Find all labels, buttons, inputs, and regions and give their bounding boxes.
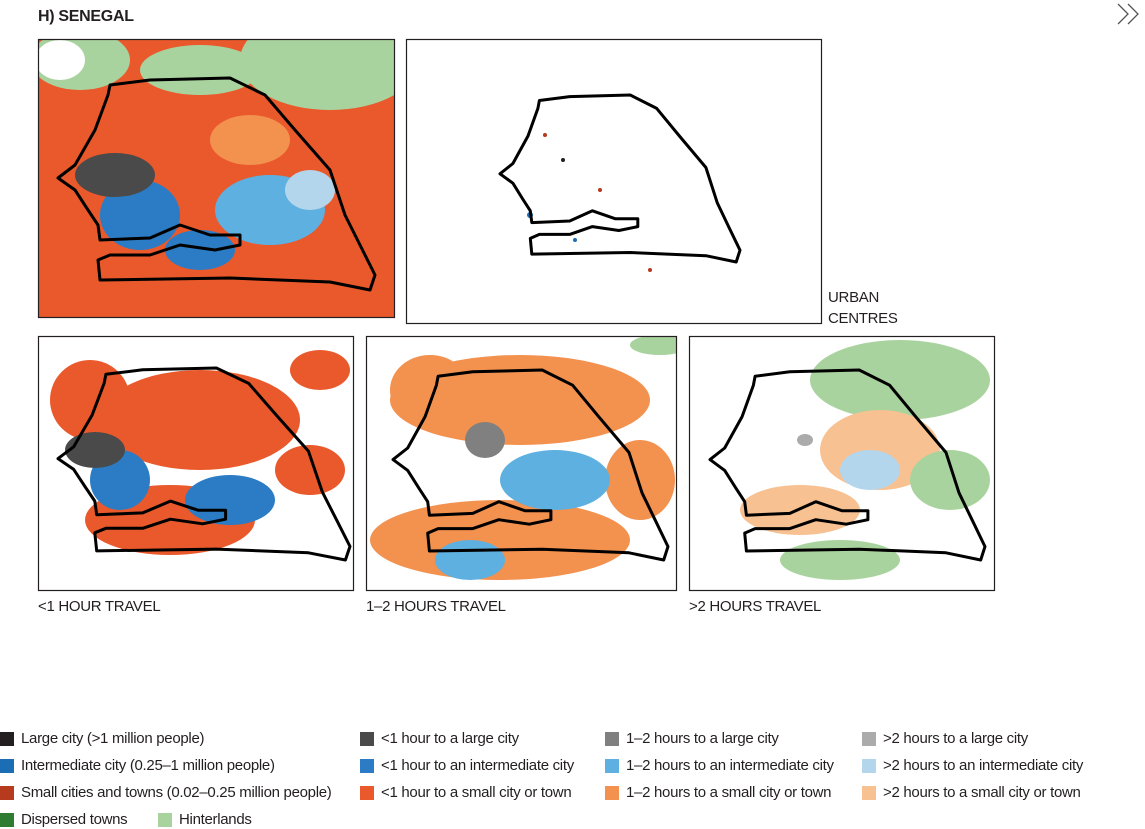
map-area bbox=[543, 133, 547, 137]
title: H) SENEGAL bbox=[38, 8, 134, 25]
map-area bbox=[810, 340, 990, 420]
map-area bbox=[500, 450, 610, 510]
map-area bbox=[100, 370, 300, 470]
legend-swatch bbox=[605, 758, 619, 773]
legend-item: Large city (>1 million people) bbox=[0, 730, 204, 747]
next-icon[interactable] bbox=[1117, 3, 1139, 25]
legend-swatch bbox=[605, 785, 619, 800]
legend-label: Intermediate city (0.25–1 million people… bbox=[21, 757, 275, 774]
chevron bbox=[1127, 3, 1139, 25]
map-area bbox=[50, 360, 130, 440]
legend-swatch bbox=[862, 758, 876, 773]
map-panel bbox=[366, 336, 677, 591]
map-area bbox=[240, 39, 395, 110]
map-area bbox=[910, 450, 990, 510]
panel-caption: >2 HOURS TRAVEL bbox=[689, 598, 822, 615]
map-panel bbox=[689, 336, 995, 591]
chevron bbox=[1117, 3, 1129, 25]
legend-label: >2 hours to a small city or town bbox=[883, 784, 1081, 801]
panel-caption: <1 HOUR TRAVEL bbox=[38, 598, 161, 615]
legend-label: Hinterlands bbox=[179, 811, 252, 828]
legend-item: 1–2 hours to a small city or town bbox=[605, 784, 832, 801]
panel-frame bbox=[37, 38, 396, 319]
panel-frame bbox=[688, 335, 996, 592]
country-outline bbox=[56, 366, 352, 562]
legend-swatch bbox=[158, 812, 172, 827]
map-area bbox=[780, 540, 900, 580]
map-area bbox=[797, 434, 813, 446]
legend-item: Hinterlands bbox=[158, 811, 252, 828]
country-outline bbox=[391, 368, 670, 562]
country-outline bbox=[56, 76, 377, 292]
legend-label: <1 hour to a small city or town bbox=[381, 784, 572, 801]
legend-label: 1–2 hours to a large city bbox=[626, 730, 779, 747]
legend-label: >2 hours to an intermediate city bbox=[883, 757, 1084, 774]
panel-frame bbox=[37, 335, 355, 592]
map-area bbox=[140, 45, 260, 95]
legend-swatch bbox=[0, 758, 14, 773]
map-panel bbox=[38, 336, 354, 591]
panel-caption: URBAN CENTRES bbox=[828, 289, 898, 327]
legend-item: 1–2 hours to an intermediate city bbox=[605, 757, 834, 774]
legend-swatch bbox=[862, 731, 876, 746]
legend-item: >2 hours to a small city or town bbox=[862, 784, 1081, 801]
legend-item: <1 hour to a large city bbox=[360, 730, 519, 747]
legend-item: Dispersed towns bbox=[0, 811, 128, 828]
map-area bbox=[75, 153, 155, 197]
map-area bbox=[65, 432, 125, 468]
map-area bbox=[840, 450, 900, 490]
map-area bbox=[390, 355, 470, 425]
legend-label: Dispersed towns bbox=[21, 811, 128, 828]
legend-item: <1 hour to a small city or town bbox=[360, 784, 572, 801]
legend-swatch bbox=[360, 731, 374, 746]
legend-label: Small cities and towns (0.02–0.25 millio… bbox=[21, 784, 332, 801]
legend-label: 1–2 hours to an intermediate city bbox=[626, 757, 834, 774]
map-area bbox=[630, 336, 677, 355]
map-area bbox=[561, 158, 565, 162]
legend-item: >2 hours to an intermediate city bbox=[862, 757, 1083, 774]
legend-swatch bbox=[862, 785, 876, 800]
map-panel bbox=[406, 39, 822, 324]
legend-item: Intermediate city (0.25–1 million people… bbox=[0, 757, 275, 774]
legend-item: >2 hours to a large city bbox=[862, 730, 1028, 747]
map-area bbox=[648, 268, 652, 272]
map-area bbox=[435, 540, 505, 580]
country-outline bbox=[498, 93, 742, 264]
panel-frame bbox=[405, 38, 823, 325]
legend-label: <1 hour to a large city bbox=[381, 730, 519, 747]
map-panel bbox=[38, 39, 395, 318]
legend-swatch bbox=[360, 785, 374, 800]
map-area bbox=[290, 350, 350, 390]
country-outline bbox=[708, 368, 987, 562]
panel-caption: 1–2 HOURS TRAVEL bbox=[366, 598, 506, 615]
map-area bbox=[185, 475, 275, 525]
legend-swatch bbox=[0, 785, 14, 800]
map-area bbox=[275, 445, 345, 495]
map-area bbox=[465, 422, 505, 458]
legend-swatch bbox=[0, 731, 14, 746]
map-background bbox=[406, 39, 822, 324]
legend-label: 1–2 hours to a small city or town bbox=[626, 784, 832, 801]
legend-label: >2 hours to a large city bbox=[883, 730, 1028, 747]
legend-swatch bbox=[605, 731, 619, 746]
map-area bbox=[598, 188, 602, 192]
legend-swatch bbox=[360, 758, 374, 773]
map-area bbox=[165, 230, 235, 270]
legend-item: <1 hour to an intermediate city bbox=[360, 757, 574, 774]
panel-frame bbox=[365, 335, 678, 592]
map-area bbox=[38, 40, 85, 80]
legend-label: <1 hour to an intermediate city bbox=[381, 757, 574, 774]
legend-label: Large city (>1 million people) bbox=[21, 730, 205, 747]
legend-item: 1–2 hours to a large city bbox=[605, 730, 779, 747]
map-area bbox=[573, 238, 577, 242]
map-area bbox=[605, 440, 675, 520]
map-area bbox=[210, 115, 290, 165]
legend-item: Small cities and towns (0.02–0.25 millio… bbox=[0, 784, 332, 801]
legend-swatch bbox=[0, 812, 14, 827]
map-area bbox=[285, 170, 335, 210]
